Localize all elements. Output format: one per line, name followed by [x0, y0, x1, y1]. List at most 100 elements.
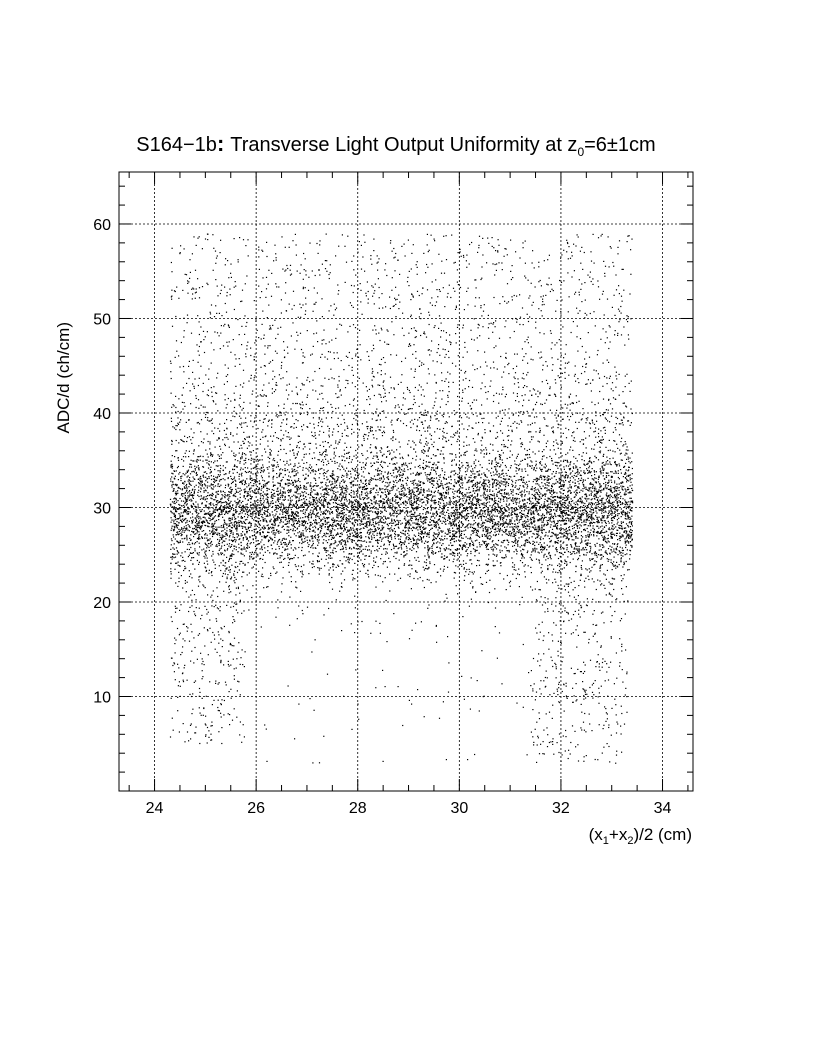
scatter-point — [566, 477, 569, 479]
scatter-point — [195, 518, 197, 520]
scatter-point — [483, 516, 486, 518]
scatter-point — [483, 504, 485, 506]
scatter-point — [533, 468, 535, 470]
scatter-point — [390, 487, 392, 489]
scatter-point — [415, 506, 418, 508]
scatter-point — [524, 494, 526, 496]
scatter-point — [283, 542, 285, 544]
scatter-point — [286, 513, 288, 515]
scatter-point — [433, 532, 435, 534]
scatter-point — [199, 498, 202, 500]
scatter-point — [186, 527, 188, 529]
scatter-point — [498, 521, 500, 523]
scatter-point — [536, 548, 538, 550]
scatter-point — [282, 513, 284, 515]
scatter-point — [381, 521, 383, 523]
scatter-point — [217, 508, 219, 510]
scatter-point — [631, 545, 633, 547]
scatter-point — [290, 504, 292, 506]
scatter-point — [333, 457, 335, 459]
scatter-point — [353, 480, 355, 482]
scatter-point — [611, 537, 613, 539]
scatter-point — [524, 564, 526, 566]
scatter-point — [376, 513, 378, 515]
scatter-point — [535, 431, 537, 433]
scatter-point — [620, 521, 622, 523]
scatter-point — [388, 541, 390, 543]
scatter-point — [421, 532, 423, 534]
scatter-point — [186, 483, 188, 486]
scatter-point — [178, 503, 180, 506]
scatter-point — [245, 550, 247, 552]
scatter-point — [351, 513, 353, 515]
scatter-point — [342, 503, 344, 505]
scatter-point — [483, 481, 485, 484]
scatter-point — [544, 553, 546, 555]
scatter-point — [277, 490, 279, 492]
scatter-point — [546, 509, 548, 512]
scatter-point — [218, 475, 220, 477]
scatter-point — [316, 494, 318, 496]
scatter-point — [387, 517, 389, 519]
scatter-point — [623, 486, 625, 488]
scatter-point — [397, 496, 399, 498]
scatter-point — [477, 498, 479, 500]
scatter-point — [423, 501, 425, 503]
scatter-point — [575, 467, 577, 469]
scatter-point — [456, 490, 458, 492]
scatter-point — [384, 471, 386, 473]
scatter-point — [427, 548, 429, 550]
scatter-point — [313, 452, 315, 454]
scatter-point — [334, 478, 336, 480]
scatter-point — [257, 463, 259, 465]
scatter-point — [455, 531, 457, 533]
scatter-point — [299, 488, 301, 490]
scatter-point — [361, 518, 363, 520]
scatter-point — [242, 537, 244, 539]
scatter-point — [340, 516, 342, 518]
scatter-point — [603, 535, 606, 537]
scatter-point — [328, 428, 330, 430]
scatter-point — [273, 465, 275, 467]
scatter-point — [535, 510, 537, 512]
scatter-point — [183, 520, 185, 522]
scatter-point — [420, 434, 422, 436]
scatter-point — [566, 563, 568, 565]
scatter-point — [452, 488, 454, 490]
scatter-point — [459, 506, 461, 508]
scatter-point — [422, 580, 424, 582]
scatter-point — [294, 564, 296, 566]
scatter-point — [278, 545, 280, 548]
scatter-point — [379, 500, 381, 502]
scatter-point — [268, 466, 270, 468]
scatter-point — [292, 515, 294, 517]
scatter-point — [401, 548, 403, 550]
scatter-point — [416, 541, 418, 543]
scatter-point — [334, 499, 336, 502]
scatter-point — [514, 539, 517, 541]
scatter-point — [328, 494, 330, 496]
scatter-point — [512, 498, 514, 500]
scatter-point — [282, 546, 284, 548]
scatter-point — [525, 508, 527, 510]
scatter-point — [541, 521, 543, 523]
scatter-point — [252, 450, 254, 452]
scatter-point — [375, 586, 377, 588]
scatter-point — [244, 491, 246, 494]
scatter-point — [212, 510, 214, 512]
scatter-point — [292, 482, 294, 484]
scatter-point — [336, 487, 338, 489]
scatter-point — [417, 556, 419, 559]
scatter-point — [455, 505, 457, 507]
scatter-point — [204, 552, 206, 554]
scatter-point — [265, 519, 267, 522]
scatter-point — [614, 543, 616, 545]
scatter-point — [208, 572, 210, 574]
scatter-point — [266, 467, 268, 469]
scatter-point — [389, 492, 391, 494]
scatter-point — [394, 531, 396, 533]
scatter-point — [235, 518, 237, 520]
scatter-point — [621, 534, 623, 536]
scatter-point — [229, 546, 231, 548]
scatter-point — [307, 516, 309, 518]
